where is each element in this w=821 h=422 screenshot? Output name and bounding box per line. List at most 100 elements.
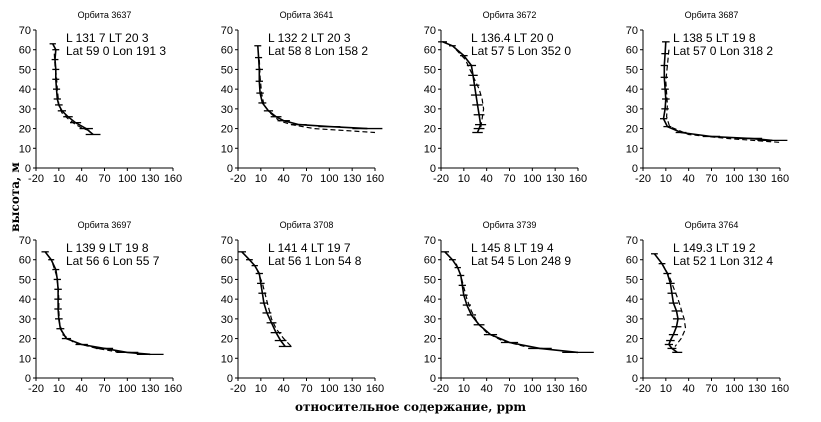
x-tick-label: 40 [683, 383, 695, 395]
y-tick-label: 70 [424, 25, 436, 37]
y-tick-label: 20 [19, 124, 31, 136]
annotation-line: Lat 57 0 Lon 318 2 [673, 44, 773, 58]
annotation-line: L 132 2 LT 20 3 [268, 31, 351, 45]
y-tick-label: 50 [221, 274, 233, 286]
annotation-line: L 139 9 LT 19 8 [66, 241, 149, 255]
x-tick-label: 10 [660, 173, 672, 185]
x-tick-label: 70 [705, 173, 717, 185]
x-tick-label: 10 [458, 173, 470, 185]
y-tick-label: 10 [221, 143, 233, 155]
x-tick-label: 100 [320, 383, 338, 395]
y-tick-label: 0 [25, 163, 31, 175]
y-tick-label: 50 [626, 274, 638, 286]
x-tick-label: 160 [771, 173, 789, 185]
annotation-line: Lat 56 1 Lon 54 8 [268, 254, 362, 268]
y-tick-label: 60 [19, 45, 31, 57]
y-tick-label: 50 [19, 64, 31, 76]
subplot-8: Орбита 3764 0 10 20 30 40 50 60 70 -20 10 40 70 100 13… [626, 220, 789, 395]
series-line-2 [455, 49, 485, 129]
x-tick-label: 70 [705, 383, 717, 395]
y-tick-label: 60 [19, 255, 31, 267]
x-tick-label: 40 [481, 383, 493, 395]
x-tick-label: 40 [278, 383, 290, 395]
x-axis-label: относительное содержание, ppm [294, 400, 527, 414]
y-tick-label: 10 [626, 353, 638, 365]
y-tick-label: 10 [19, 353, 31, 365]
x-tick-label: 40 [76, 383, 88, 395]
annotation-line: L 145 8 LT 19 4 [471, 241, 554, 255]
x-tick-label: 100 [725, 173, 743, 185]
x-tick-label: -20 [28, 383, 44, 395]
y-tick-label: 0 [227, 373, 233, 385]
x-tick-label: 10 [53, 383, 65, 395]
y-tick-label: 0 [632, 163, 638, 175]
annotation-line: Lat 56 6 Lon 55 7 [66, 254, 160, 268]
subplot-title: Орбита 3697 [78, 220, 132, 230]
x-tick-label: 70 [300, 383, 312, 395]
annotation-line: L 136.4 LT 20 0 [471, 31, 554, 45]
subplot-7: Орбита 3739 0 10 20 30 40 50 60 70 -20 10 40 70 100 13… [424, 220, 594, 395]
x-tick-label: 100 [523, 173, 541, 185]
x-tick-label: 130 [343, 173, 361, 185]
annotation-line: L 149.3 LT 19 2 [673, 241, 756, 255]
subplot-title: Орбита 3641 [280, 10, 334, 20]
annotation-line: Lat 59 0 Lon 191 3 [66, 44, 166, 58]
x-tick-label: 10 [255, 173, 267, 185]
x-tick-label: 100 [523, 383, 541, 395]
subplot-2: Орбита 3641 0 10 20 30 40 50 60 70 -20 10 40 70 100 13… [221, 10, 384, 185]
y-tick-label: 40 [19, 294, 31, 306]
y-tick-label: 10 [424, 353, 436, 365]
y-tick-label: 0 [25, 373, 31, 385]
y-tick-label: 40 [221, 84, 233, 96]
y-tick-label: 20 [221, 124, 233, 136]
x-tick-label: 100 [118, 173, 136, 185]
x-tick-label: 70 [503, 173, 515, 185]
y-tick-label: 30 [19, 314, 31, 326]
x-tick-label: 40 [76, 173, 88, 185]
annotation-line: L 131 7 LT 20 3 [66, 31, 149, 45]
y-tick-label: 20 [626, 334, 638, 346]
x-tick-label: -20 [433, 173, 449, 185]
subplot-title: Орбита 3739 [483, 220, 537, 230]
y-tick-label: 20 [424, 334, 436, 346]
annotation-line: Lat 57 5 Lon 352 0 [471, 44, 571, 58]
annotation-line: L 138 5 LT 19 8 [673, 31, 756, 45]
y-tick-label: 30 [221, 314, 233, 326]
annotation-line: Lat 58 8 Lon 158 2 [268, 44, 368, 58]
y-tick-label: 50 [424, 64, 436, 76]
y-tick-label: 40 [626, 84, 638, 96]
y-tick-label: 40 [424, 84, 436, 96]
series-line-1 [241, 251, 286, 347]
y-tick-label: 20 [626, 124, 638, 136]
x-tick-label: 160 [366, 173, 384, 185]
x-tick-label: -20 [635, 383, 651, 395]
x-tick-label: 160 [164, 383, 182, 395]
x-tick-label: 100 [320, 173, 338, 185]
y-tick-label: 10 [626, 143, 638, 155]
y-tick-label: 20 [19, 334, 31, 346]
y-tick-label: 70 [626, 235, 638, 247]
x-tick-label: 40 [481, 173, 493, 185]
x-tick-label: 130 [546, 173, 564, 185]
subplot-title: Орбита 3637 [78, 10, 132, 20]
y-tick-label: 50 [221, 64, 233, 76]
x-tick-label: 160 [366, 383, 384, 395]
x-tick-label: 100 [725, 383, 743, 395]
x-tick-label: 70 [300, 173, 312, 185]
subplot-5: Орбита 3697 0 10 20 30 40 50 60 70 -20 10 40 70 100 13… [19, 220, 182, 395]
y-tick-label: 40 [626, 294, 638, 306]
y-tick-label: 60 [221, 45, 233, 57]
y-tick-label: 60 [626, 255, 638, 267]
x-tick-label: 10 [255, 383, 267, 395]
x-tick-label: 40 [683, 173, 695, 185]
y-tick-label: 60 [221, 255, 233, 267]
y-tick-label: 60 [424, 45, 436, 57]
y-tick-label: 50 [424, 274, 436, 286]
y-tick-label: 70 [221, 235, 233, 247]
x-tick-label: 160 [771, 383, 789, 395]
x-tick-label: -20 [28, 173, 44, 185]
x-tick-label: 130 [343, 383, 361, 395]
y-tick-label: 70 [626, 25, 638, 37]
